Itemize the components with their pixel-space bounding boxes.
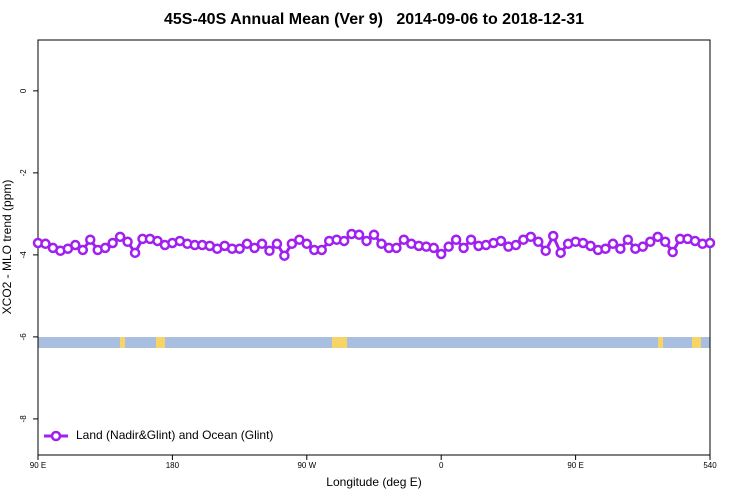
data-point bbox=[443, 241, 454, 252]
data-point bbox=[555, 247, 566, 259]
land-patch bbox=[332, 337, 347, 348]
data-point bbox=[338, 235, 350, 247]
data-point bbox=[249, 242, 260, 254]
x-tick-label: 90 W bbox=[297, 461, 316, 470]
data-point bbox=[152, 235, 163, 247]
y-tick-label: -6 bbox=[19, 333, 28, 341]
data-point bbox=[667, 246, 678, 258]
data-point bbox=[286, 238, 298, 250]
x-tick-label: 180 bbox=[166, 461, 180, 470]
data-point bbox=[353, 229, 365, 241]
data-point bbox=[376, 238, 387, 250]
legend-marker bbox=[50, 430, 62, 442]
data-point bbox=[279, 250, 290, 261]
data-point bbox=[398, 234, 410, 245]
land-patch bbox=[120, 337, 125, 348]
data-point bbox=[615, 243, 626, 254]
x-tick-label: 90 E bbox=[567, 461, 583, 470]
data-point bbox=[114, 231, 126, 243]
data-point bbox=[77, 244, 89, 256]
data-point bbox=[301, 238, 313, 250]
data-point bbox=[40, 238, 51, 250]
data-point bbox=[129, 247, 141, 259]
x-tick-label: 540 bbox=[703, 461, 717, 470]
data-point bbox=[607, 238, 619, 250]
data-point bbox=[450, 234, 462, 245]
data-point bbox=[637, 241, 649, 252]
y-tick-label: -4 bbox=[19, 251, 28, 259]
data-point bbox=[361, 235, 372, 247]
land-patch bbox=[658, 337, 663, 348]
chart-title: 45S-40S Annual Mean (Ver 9) 2014-09-06 t… bbox=[164, 11, 584, 28]
data-point bbox=[294, 234, 305, 245]
data-point bbox=[600, 243, 611, 254]
data-point bbox=[659, 236, 671, 248]
data-point bbox=[495, 235, 507, 247]
data-point bbox=[622, 234, 634, 245]
data-point bbox=[264, 245, 275, 257]
data-point bbox=[99, 242, 111, 254]
data-point bbox=[547, 230, 559, 242]
data-point bbox=[234, 243, 245, 254]
data-point bbox=[458, 242, 469, 254]
legend-label: Land (Nadir&Glint) and Ocean (Glint) bbox=[76, 428, 273, 442]
data-point bbox=[391, 242, 402, 254]
x-tick-label: 0 bbox=[439, 461, 444, 470]
data-point bbox=[70, 239, 81, 251]
y-tick-label: -2 bbox=[19, 169, 28, 177]
land-ocean-strip bbox=[38, 337, 710, 348]
data-point bbox=[241, 238, 253, 250]
data-point bbox=[465, 234, 477, 245]
data-point bbox=[271, 238, 283, 250]
x-axis-label: Longitude (deg E) bbox=[326, 475, 421, 489]
data-point bbox=[510, 239, 522, 251]
y-axis-label: XCO2 - MLO trend (ppm) bbox=[0, 180, 14, 315]
data-point bbox=[368, 229, 380, 241]
data-point bbox=[704, 237, 716, 249]
land-patch bbox=[156, 337, 165, 348]
x-tick-label: 90 E bbox=[30, 461, 46, 470]
data-point bbox=[645, 236, 656, 248]
data-point bbox=[316, 244, 327, 256]
data-point bbox=[585, 240, 596, 252]
y-tick-label: -8 bbox=[19, 415, 28, 423]
data-point bbox=[533, 236, 544, 248]
data-point bbox=[525, 231, 537, 243]
data-point bbox=[107, 237, 118, 249]
data-point bbox=[652, 231, 663, 243]
data-point bbox=[428, 242, 439, 254]
ocean-band bbox=[38, 337, 710, 348]
data-point bbox=[122, 236, 133, 248]
land-patch bbox=[692, 337, 701, 348]
data-point bbox=[540, 245, 551, 257]
data-point bbox=[256, 238, 268, 250]
data-point bbox=[435, 248, 447, 260]
data-point bbox=[85, 234, 96, 245]
y-tick-label: 0 bbox=[19, 88, 28, 93]
